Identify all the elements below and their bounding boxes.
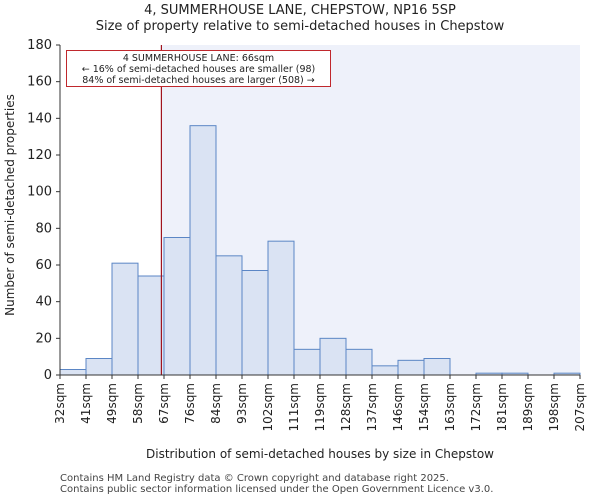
y-tick-label: 160 — [27, 75, 52, 90]
x-tick-label: 58sqm — [131, 383, 145, 424]
histogram-bar — [85, 358, 113, 376]
annotation-line-3: 84% of semi-detached houses are larger (… — [82, 75, 315, 86]
y-tick-label: 80 — [35, 221, 52, 236]
annotation-line-2: ← 16% of semi-detached houses are smalle… — [81, 64, 316, 75]
footer-licence: Contains public sector information licen… — [60, 484, 494, 495]
x-tick-label: 163sqm — [443, 383, 457, 431]
x-tick-label: 102sqm — [261, 383, 275, 431]
x-tick-label: 119sqm — [313, 383, 327, 431]
x-tick-label: 146sqm — [391, 383, 405, 431]
y-tick-label: 120 — [27, 148, 52, 163]
y-axis-title: Number of semi-detached properties — [3, 94, 17, 316]
x-tick-label: 189sqm — [521, 383, 535, 431]
histogram-bar — [189, 125, 217, 376]
chart-subtitle: Size of property relative to semi-detach… — [95, 19, 505, 34]
histogram-bar — [59, 369, 87, 376]
x-tick-label: 49sqm — [105, 383, 119, 424]
x-tick-label: 67sqm — [157, 383, 171, 424]
histogram-bar — [397, 359, 425, 376]
x-tick-label: 76sqm — [183, 383, 197, 424]
footer-copyright: Contains HM Land Registry data © Crown c… — [60, 473, 449, 484]
histogram-bar — [267, 240, 295, 376]
histogram-bar — [319, 337, 347, 376]
x-tick-label: 111sqm — [287, 383, 301, 431]
x-tick-label: 181sqm — [495, 383, 509, 431]
y-tick-label: 20 — [35, 331, 52, 346]
y-tick-label: 60 — [35, 258, 52, 273]
x-tick-label: 128sqm — [339, 383, 353, 431]
x-tick-label: 41sqm — [79, 383, 93, 424]
x-tick-label: 198sqm — [547, 383, 561, 431]
y-tick-label: 0 — [44, 368, 52, 383]
histogram-bar — [163, 237, 191, 376]
x-tick-label: 93sqm — [235, 383, 249, 424]
histogram-bar — [241, 270, 269, 376]
histogram-bar — [111, 262, 139, 376]
histogram-bar — [293, 348, 321, 376]
x-tick-label: 32sqm — [53, 383, 67, 424]
histogram-bar — [371, 365, 399, 376]
histogram-bar — [423, 358, 451, 376]
chart-title: 4, SUMMERHOUSE LANE, CHEPSTOW, NP16 5SP — [144, 3, 456, 18]
y-tick-label: 140 — [27, 111, 52, 126]
x-tick-label: 84sqm — [209, 383, 223, 424]
y-tick-label: 40 — [35, 295, 52, 310]
x-tick-label: 172sqm — [469, 383, 483, 431]
y-tick-label: 180 — [27, 38, 52, 53]
histogram-bar — [215, 255, 243, 376]
histogram-bar — [137, 275, 165, 376]
y-tick-label: 100 — [27, 185, 52, 200]
property-annotation: 4 SUMMERHOUSE LANE: 66sqm ← 16% of semi-… — [66, 50, 331, 87]
x-tick-label: 207sqm — [573, 383, 587, 431]
annotation-line-1: 4 SUMMERHOUSE LANE: 66sqm — [122, 53, 275, 64]
x-tick-label: 137sqm — [365, 383, 379, 431]
x-axis-title: Distribution of semi-detached houses by … — [146, 447, 494, 461]
x-tick-label: 154sqm — [417, 383, 431, 431]
histogram-bar — [345, 348, 373, 376]
